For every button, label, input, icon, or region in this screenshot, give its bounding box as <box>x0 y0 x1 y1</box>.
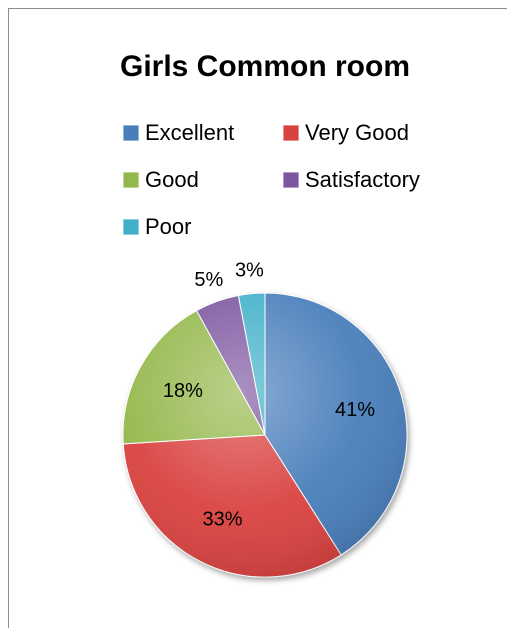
data-label-excellent: 41% <box>335 399 375 421</box>
data-label-good: 18% <box>163 380 203 402</box>
chart-frame: Girls Common room Excellent Very Good Good… <box>8 8 507 628</box>
data-label-satisfactory: 5% <box>194 269 223 291</box>
pie-gloss-overlay <box>123 293 407 577</box>
legend-swatch-good <box>122 171 140 189</box>
legend-label-good: Good <box>145 167 199 192</box>
legend-swatch-poor <box>122 218 140 236</box>
chart-title: Girls Common room <box>120 50 410 83</box>
legend-label-very-good: Very Good <box>305 120 409 145</box>
legend-label-poor: Poor <box>145 214 191 239</box>
legend-label-satisfactory: Satisfactory <box>305 167 420 192</box>
legend-swatch-satisfactory <box>282 171 300 189</box>
pie-chart: Girls Common room Excellent Very Good Good… <box>120 50 420 578</box>
legend-label-excellent: Excellent <box>145 120 234 145</box>
data-label-very-good: 33% <box>202 509 242 531</box>
pie-shine <box>123 293 407 577</box>
data-label-poor: 3% <box>235 260 264 282</box>
legend-swatch-very-good <box>282 124 300 142</box>
data-labels: 41% 33% 18% 5% 3% <box>163 260 375 531</box>
legend: Excellent Very Good Good Satisfactory Poor <box>122 120 420 239</box>
legend-swatch-excellent <box>122 124 140 142</box>
